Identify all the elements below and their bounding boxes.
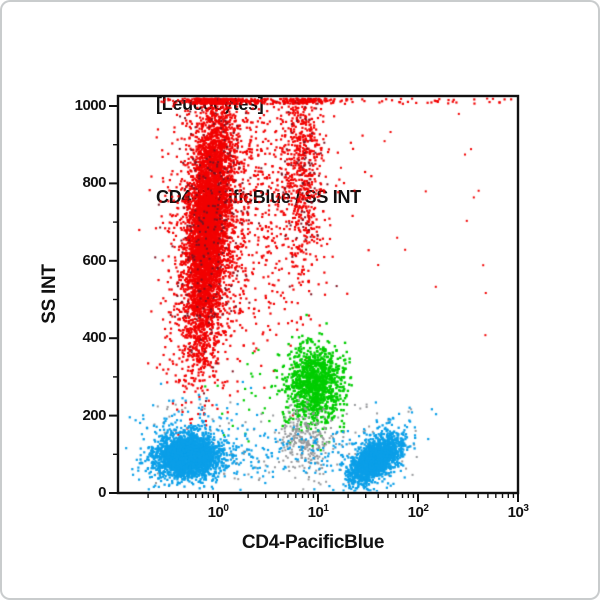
y-tick-label: 800	[82, 174, 106, 192]
x-tick-label: 103	[507, 503, 529, 522]
y-tick-label: 200	[82, 406, 106, 424]
x-axis-title: CD4-PacificBlue	[241, 532, 385, 553]
y-tick-label: 400	[82, 329, 106, 347]
x-tick-label: 100	[207, 503, 229, 522]
x-tick-label: 101	[307, 503, 329, 522]
x-tick-label: 102	[407, 503, 429, 522]
plot-frame	[116, 94, 520, 495]
y-tick-label: 1000	[74, 97, 107, 114]
y-tick-label: 0	[98, 484, 106, 501]
y-axis-title: SS INT	[39, 264, 60, 324]
y-tick-label: 600	[82, 251, 106, 269]
